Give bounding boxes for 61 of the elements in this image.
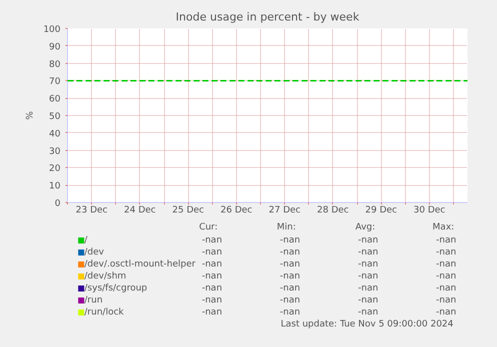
text: -nan	[436, 236, 456, 246]
text: -nan	[358, 260, 378, 270]
text: -nan	[280, 272, 300, 282]
text: -nan	[202, 296, 222, 306]
text: Last update: Tue Nov 5 09:00:00 2024	[280, 320, 454, 330]
legend-label: /dev/.osctl-mount-helper	[84, 260, 196, 270]
text: -nan	[436, 272, 456, 282]
legend-label: /sys/fs/cgroup	[84, 284, 148, 294]
x-tick-label: 23 Dec	[76, 206, 108, 216]
text: -nan	[280, 260, 300, 270]
y-tick-label: 40	[49, 129, 61, 140]
text: -nan	[436, 260, 456, 270]
legend-label: /run/lock	[84, 308, 125, 318]
text: -nan	[358, 284, 378, 294]
text: Avg:	[355, 222, 376, 232]
legend-label: /dev	[84, 248, 105, 258]
chart-title: Inode usage in percent - by week	[176, 10, 360, 24]
text: -nan	[358, 296, 378, 306]
x-tick-label: 27 Dec	[268, 206, 301, 216]
text: Min:	[276, 222, 296, 232]
text: -nan	[436, 296, 456, 306]
text: -nan	[202, 272, 222, 282]
text: -nan	[436, 308, 456, 318]
legend-label: /	[84, 236, 88, 246]
y-axis-title: %	[25, 110, 36, 120]
y-tick-label: 100	[43, 25, 61, 35]
x-tick-label: 28 Dec	[317, 206, 349, 216]
y-tick-label: 20	[49, 164, 61, 174]
y-tick-label: 60	[49, 94, 61, 105]
y-tick-label: 70	[49, 77, 61, 88]
x-tick-label: 24 Dec	[124, 206, 156, 216]
text: Cur:	[199, 222, 218, 232]
x-tick-label: 29 Dec	[365, 206, 398, 216]
text: -nan	[280, 236, 300, 246]
text: -nan	[358, 272, 378, 282]
text: -nan	[358, 248, 378, 258]
text: -nan	[436, 284, 456, 294]
text: -nan	[280, 308, 300, 318]
x-tick-label: 30 Dec	[414, 206, 446, 216]
text: -nan	[436, 248, 456, 258]
y-tick-label: 80	[49, 60, 61, 70]
y-tick-label: 0	[54, 199, 61, 209]
text: -nan	[358, 236, 378, 246]
text: -nan	[202, 284, 222, 294]
y-tick-label: 30	[49, 146, 61, 157]
text: -nan	[202, 260, 222, 270]
text: -nan	[280, 248, 300, 258]
text: -nan	[280, 284, 300, 294]
x-tick-label: 25 Dec	[172, 206, 204, 216]
text: Max:	[432, 222, 454, 232]
legend-label: /run	[84, 296, 103, 306]
text: -nan	[202, 308, 222, 318]
x-tick-label: 26 Dec	[220, 206, 252, 216]
text: -nan	[280, 296, 300, 306]
text: -nan	[358, 308, 378, 318]
y-tick-label: 90	[49, 42, 61, 52]
text: -nan	[202, 236, 222, 246]
legend-label: /dev/shm	[84, 272, 126, 282]
text: -nan	[202, 248, 222, 258]
y-tick-label: 10	[49, 182, 61, 192]
y-tick-label: 50	[49, 112, 61, 122]
